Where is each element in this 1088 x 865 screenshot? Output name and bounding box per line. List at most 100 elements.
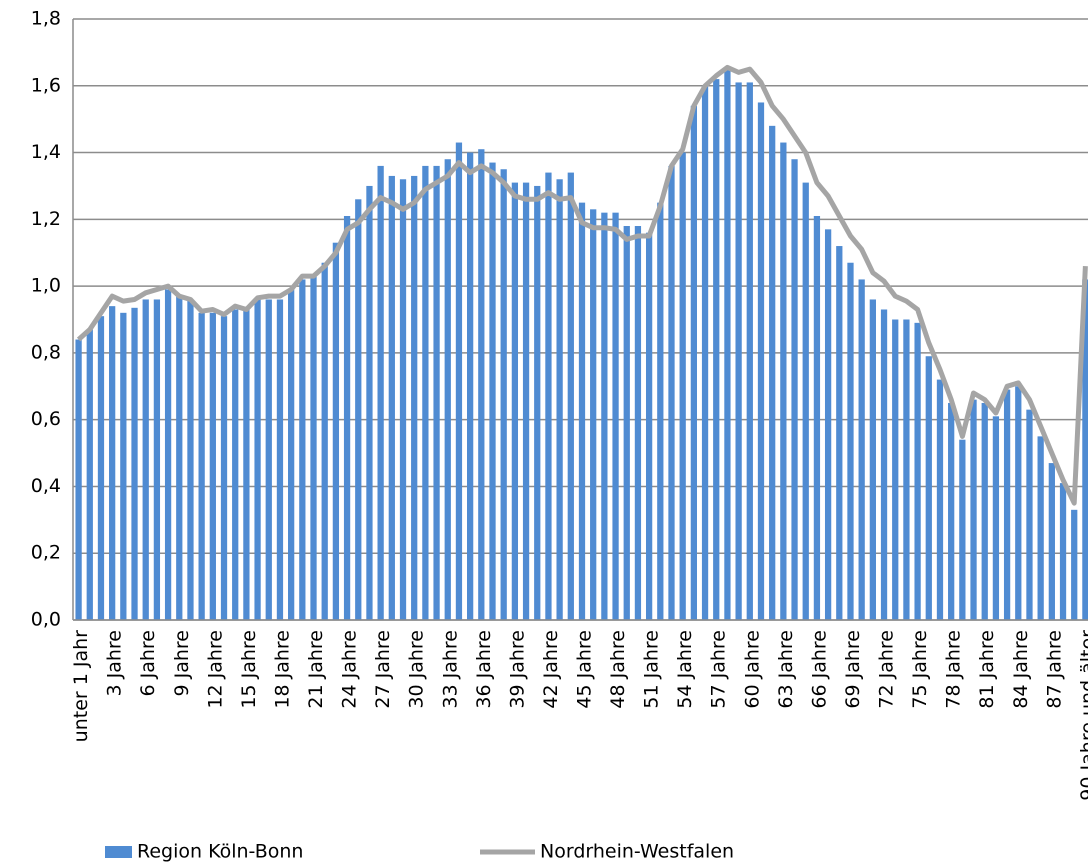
y-tick-label: 1,8 bbox=[31, 8, 61, 30]
bar bbox=[858, 279, 865, 620]
bar bbox=[724, 69, 731, 621]
bar bbox=[455, 142, 463, 621]
y-tick-label: 0,8 bbox=[31, 341, 61, 363]
x-tick-label: 27 Jahre bbox=[372, 630, 394, 709]
bar bbox=[959, 439, 966, 620]
x-tick-label: 42 Jahre bbox=[540, 630, 562, 709]
bar bbox=[198, 312, 205, 620]
x-tick-label: unter 1 Jahr bbox=[70, 630, 92, 742]
x-tick-label: 90 Jahre und älter bbox=[1077, 630, 1088, 801]
bar bbox=[936, 379, 944, 620]
bar bbox=[1082, 279, 1088, 620]
bar bbox=[903, 319, 910, 620]
bar bbox=[713, 79, 720, 621]
bar bbox=[254, 299, 261, 620]
bar bbox=[489, 162, 496, 621]
bar bbox=[545, 172, 552, 621]
bar bbox=[433, 165, 440, 620]
bar bbox=[209, 312, 216, 620]
bar bbox=[914, 322, 921, 620]
bar bbox=[892, 319, 899, 620]
x-tick-label: 75 Jahre bbox=[909, 630, 931, 709]
bar bbox=[791, 159, 798, 620]
x-tick-label: 6 Jahre bbox=[137, 630, 159, 697]
bar bbox=[1026, 409, 1033, 620]
bar bbox=[735, 82, 742, 620]
bar bbox=[1003, 389, 1011, 620]
bar bbox=[355, 199, 362, 621]
bar bbox=[813, 215, 821, 620]
bar bbox=[164, 289, 172, 620]
y-tick-label: 0,4 bbox=[31, 475, 61, 497]
bar bbox=[534, 185, 541, 620]
bar bbox=[153, 299, 161, 620]
x-tick-label: 21 Jahre bbox=[305, 630, 327, 709]
y-tick-label: 0,0 bbox=[31, 609, 61, 631]
bar bbox=[343, 215, 351, 620]
x-tick-label: 30 Jahre bbox=[406, 630, 428, 709]
bar bbox=[97, 316, 105, 620]
bar bbox=[142, 299, 149, 620]
bar bbox=[75, 339, 82, 620]
bar bbox=[1048, 463, 1055, 620]
bar bbox=[411, 175, 418, 620]
bar bbox=[645, 232, 653, 620]
bar bbox=[176, 296, 183, 620]
bar bbox=[422, 165, 429, 620]
bar bbox=[120, 312, 127, 620]
bar bbox=[992, 416, 1000, 620]
bar bbox=[276, 299, 284, 620]
bar bbox=[86, 329, 93, 620]
bar bbox=[690, 105, 698, 621]
bar bbox=[399, 179, 407, 620]
bar bbox=[701, 85, 709, 621]
x-tick-label: 84 Jahre bbox=[1010, 630, 1032, 709]
bar bbox=[802, 182, 809, 620]
bar bbox=[612, 212, 619, 620]
bar bbox=[466, 152, 474, 621]
x-tick-label: 72 Jahre bbox=[876, 630, 898, 709]
y-tick-label: 1,4 bbox=[31, 141, 61, 163]
x-tick-label: 39 Jahre bbox=[506, 630, 528, 709]
bar bbox=[746, 82, 753, 620]
y-tick-label: 1,0 bbox=[31, 275, 61, 297]
bar bbox=[668, 165, 675, 620]
x-tick-label: 51 Jahre bbox=[641, 630, 663, 709]
x-tick-label: 57 Jahre bbox=[708, 630, 730, 709]
bar bbox=[109, 306, 116, 620]
x-tick-label: 24 Jahre bbox=[339, 630, 361, 709]
legend-label: Region Köln-Bonn bbox=[137, 841, 303, 863]
x-tick-label: 12 Jahre bbox=[204, 630, 226, 709]
x-tick-label: 45 Jahre bbox=[574, 630, 596, 709]
bar bbox=[590, 209, 597, 621]
y-tick-label: 0,6 bbox=[31, 408, 61, 430]
bar bbox=[310, 276, 317, 620]
bar bbox=[500, 169, 507, 620]
bar bbox=[556, 179, 563, 620]
x-tick-label: 18 Jahre bbox=[271, 630, 293, 709]
bar bbox=[187, 299, 194, 620]
bar bbox=[478, 149, 485, 620]
x-tick-label: 9 Jahre bbox=[171, 630, 193, 697]
bar bbox=[657, 202, 664, 620]
bar bbox=[288, 289, 295, 620]
bar bbox=[321, 262, 328, 620]
bar bbox=[522, 182, 530, 620]
y-tick-label: 0,2 bbox=[31, 542, 61, 564]
line bbox=[76, 64, 1088, 506]
bar bbox=[366, 185, 373, 620]
x-tick-label: 69 Jahre bbox=[842, 630, 864, 709]
x-tick-label: 48 Jahre bbox=[607, 630, 629, 709]
bar bbox=[567, 172, 574, 621]
legend-swatch bbox=[105, 846, 132, 858]
bar bbox=[131, 307, 138, 620]
bar bbox=[824, 229, 832, 620]
bar bbox=[265, 299, 272, 620]
bar bbox=[836, 246, 843, 621]
bar bbox=[869, 299, 876, 620]
x-tick-label: 54 Jahre bbox=[674, 630, 696, 709]
x-tick-label: 33 Jahre bbox=[439, 630, 461, 709]
bar bbox=[1037, 436, 1044, 620]
x-tick-label: 60 Jahre bbox=[741, 630, 763, 709]
